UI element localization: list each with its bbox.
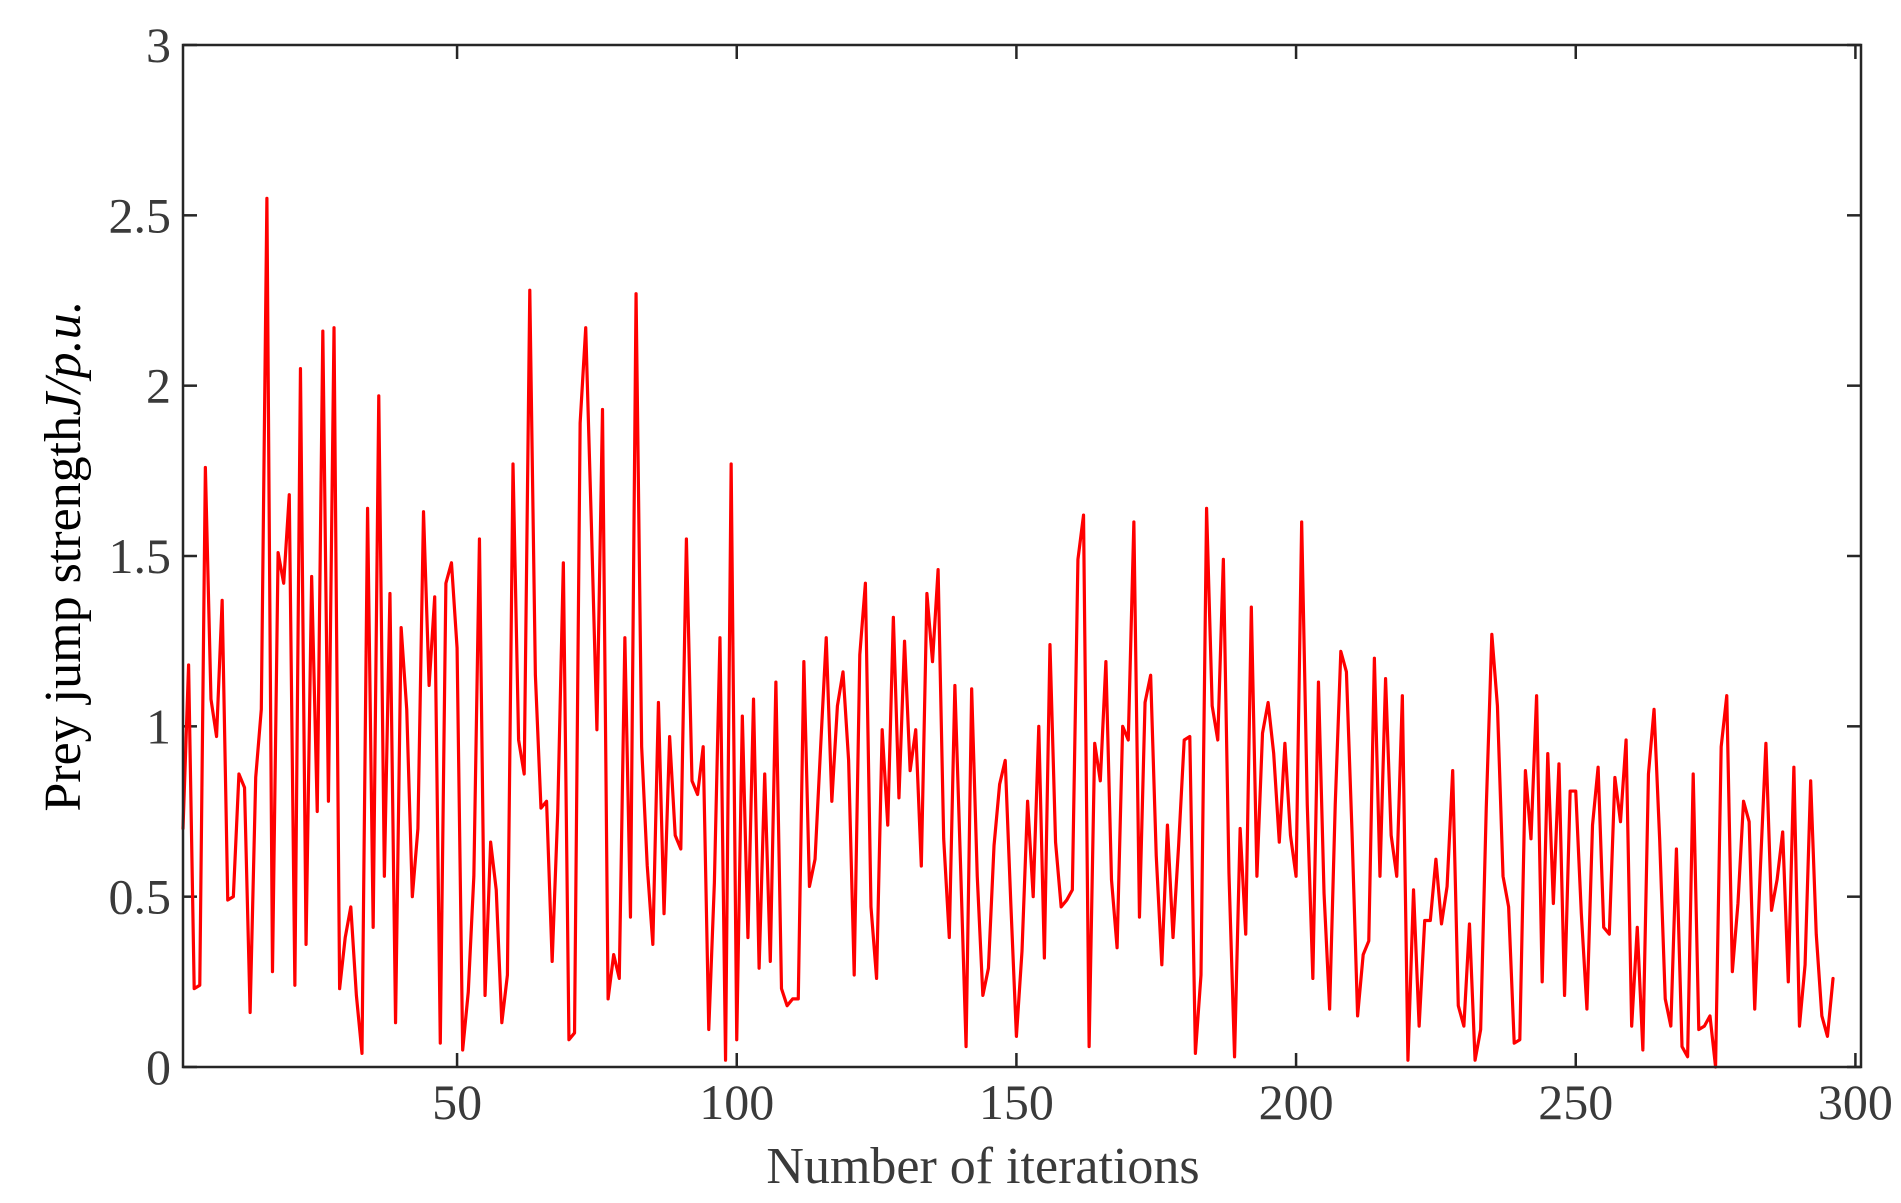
x-tick-label: 250	[1538, 1074, 1613, 1130]
y-axis-title-unit: /p.u.	[35, 300, 92, 395]
y-tick-label: 1	[146, 698, 171, 754]
x-tick-label: 100	[699, 1074, 774, 1130]
y-tick-label: 2.5	[109, 187, 172, 243]
y-tick-label: 0	[146, 1039, 171, 1095]
y-axis-ticks: 0 0.5 1 1.5 2 2.5 3	[109, 17, 1861, 1095]
x-axis-title: Number of iterations	[766, 1138, 1199, 1195]
y-axis-title-symbol: J	[35, 390, 92, 416]
x-tick-label: 150	[979, 1074, 1054, 1130]
y-tick-label: 1.5	[109, 528, 172, 584]
x-tick-label: 50	[432, 1074, 482, 1130]
x-tick-label: 200	[1259, 1074, 1334, 1130]
y-tick-label: 3	[146, 17, 171, 73]
plot-frame	[181, 43, 1863, 1069]
y-tick-label: 2	[146, 358, 171, 414]
x-axis-ticks: 50 100 150 200 250 300	[432, 45, 1893, 1130]
y-axis-title: Prey jump strengthJ/p.u.	[35, 300, 92, 811]
y-axis-title-text: Prey jump strength	[35, 416, 92, 812]
series-line	[181, 196, 1835, 1069]
x-tick-label: 300	[1818, 1074, 1893, 1130]
y-tick-label: 0.5	[109, 869, 172, 925]
